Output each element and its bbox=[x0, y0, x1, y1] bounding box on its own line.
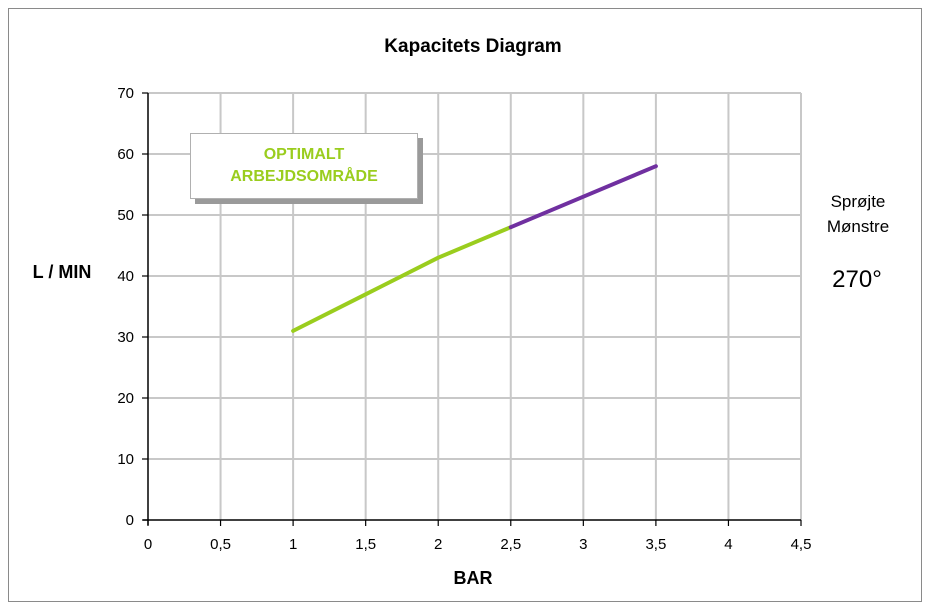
x-tick-label-8: 4 bbox=[724, 536, 732, 553]
y-tick-labels: 0 10 20 30 40 50 60 70 bbox=[117, 85, 134, 529]
x-tick-label-1: 0,5 bbox=[210, 536, 231, 553]
side-text-angle: 270° bbox=[832, 266, 882, 293]
grid bbox=[148, 92, 802, 520]
x-tick-label-7: 3,5 bbox=[645, 536, 666, 553]
y-tick-label-0: 0 bbox=[126, 512, 134, 529]
chart-frame bbox=[8, 8, 922, 602]
x-tick-label-5: 2,5 bbox=[500, 536, 521, 553]
x-tick-label-3: 1,5 bbox=[355, 536, 376, 553]
annotation-line2: ARBEJDSOMRÅDE bbox=[230, 168, 378, 185]
axes bbox=[142, 92, 802, 526]
y-tick-label-4: 40 bbox=[117, 268, 134, 285]
annotation-box: OPTIMALT ARBEJDSOMRÅDE bbox=[190, 133, 418, 199]
x-tick-label-0: 0 bbox=[144, 536, 152, 553]
x-tick-labels: 0 0,5 1 1,5 2 2,5 3 3,5 4 4,5 bbox=[144, 536, 812, 553]
y-tick-label-7: 70 bbox=[117, 85, 134, 102]
x-tick-label-6: 3 bbox=[579, 536, 587, 553]
y-axis-title: L / MIN bbox=[33, 262, 92, 282]
series-line-1 bbox=[508, 164, 658, 230]
y-tick-label-5: 50 bbox=[117, 207, 134, 224]
x-axis-title: BAR bbox=[454, 568, 493, 588]
series-lines bbox=[291, 164, 658, 333]
x-tick-label-9: 4,5 bbox=[791, 536, 812, 553]
series-line-0 bbox=[291, 225, 513, 333]
annotation-line1: OPTIMALT bbox=[263, 146, 345, 163]
y-tick-label-6: 60 bbox=[117, 146, 134, 163]
x-tick-label-2: 1 bbox=[289, 536, 297, 553]
y-tick-label-2: 20 bbox=[117, 390, 134, 407]
side-text-line1: Sprøjte bbox=[831, 192, 886, 211]
x-tick-label-4: 2 bbox=[434, 536, 442, 553]
y-tick-label-3: 30 bbox=[117, 329, 134, 346]
side-text-line2: Mønstre bbox=[827, 217, 889, 236]
y-tick-label-1: 10 bbox=[117, 451, 134, 468]
chart-title: Kapacitets Diagram bbox=[384, 36, 561, 57]
